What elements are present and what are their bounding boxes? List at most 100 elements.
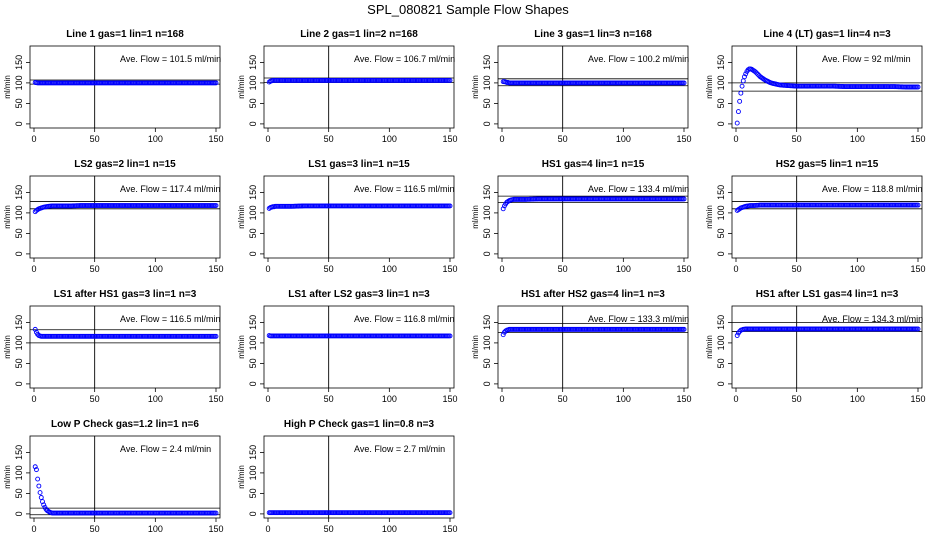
x-tick-label: 0 xyxy=(265,134,270,144)
data-point xyxy=(213,203,219,208)
x-tick-label: 150 xyxy=(910,394,925,404)
data-points xyxy=(266,333,453,339)
panel-9: LS1 after HS1 gas=3 lin=1 n=3 0 50 100 150 0 5… xyxy=(3,289,224,404)
panel-title: HS1 gas=4 lin=1 n=15 xyxy=(542,159,645,170)
panel-title: LS1 gas=3 lin=1 n=15 xyxy=(308,159,410,170)
y-axis-label: ml/min xyxy=(705,335,714,359)
y-tick-label: 0 xyxy=(14,381,24,386)
y-tick-label: 50 xyxy=(716,228,726,238)
y-tick-label: 0 xyxy=(716,121,726,126)
x-tick-label: 50 xyxy=(90,524,100,534)
data-point xyxy=(755,71,761,77)
average-flow-annotation: Ave. Flow = 100.2 ml/min xyxy=(588,54,689,64)
x-tick-label: 0 xyxy=(733,264,738,274)
y-tick-label: 0 xyxy=(14,511,24,516)
panel-title: Line 4 (LT) gas=1 lin=4 n=3 xyxy=(763,29,891,40)
x-tick-label: 0 xyxy=(265,394,270,404)
data-point xyxy=(681,80,687,86)
y-axis-label: ml/min xyxy=(705,205,714,229)
y-tick-label: 50 xyxy=(14,358,24,368)
y-tick-label: 0 xyxy=(716,381,726,386)
data-point xyxy=(500,332,506,338)
x-tick-label: 50 xyxy=(558,134,568,144)
panel-11: HS1 after HS2 gas=4 lin=1 n=3 0 50 100 150 0 5… xyxy=(471,289,692,404)
x-tick-label: 0 xyxy=(499,394,504,404)
data-point xyxy=(739,83,745,89)
average-flow-annotation: Ave. Flow = 133.4 ml/min xyxy=(588,184,689,194)
y-tick-label: 100 xyxy=(482,335,492,350)
x-tick-label: 150 xyxy=(208,264,223,274)
data-point xyxy=(213,510,219,516)
y-tick-label: 100 xyxy=(716,205,726,220)
x-tick-label: 50 xyxy=(558,264,568,274)
plot-frame xyxy=(731,305,923,389)
x-tick-label: 100 xyxy=(850,134,865,144)
y-tick-label: 100 xyxy=(14,335,24,350)
panel-3: Line 3 gas=1 lin=3 n=168 0 50 100 150 0 50 100 1… xyxy=(471,29,692,144)
y-axis-label: ml/min xyxy=(705,75,714,99)
x-tick-label: 0 xyxy=(733,394,738,404)
panel-title: High P Check gas=1 lin=0.8 n=3 xyxy=(284,419,435,430)
x-tick-label: 150 xyxy=(676,264,691,274)
y-tick-label: 100 xyxy=(248,465,258,480)
x-tick-label: 150 xyxy=(442,264,457,274)
panel-5: LS2 gas=2 lin=1 n=150 50 100 150050100150ml… xyxy=(3,159,224,274)
y-axis-label: ml/min xyxy=(3,465,12,489)
panel-12: HS1 after LS1 gas=4 lin=1 n=3 0 50 100 150 0 5… xyxy=(705,289,926,404)
average-flow-annotation: Ave. Flow = 2.4 ml/min xyxy=(120,444,211,454)
y-tick-label: 150 xyxy=(482,185,492,200)
data-point xyxy=(915,84,921,90)
x-tick-label: 50 xyxy=(792,134,802,144)
panel-title: Line 1 gas=1 lin=1 n=168 xyxy=(66,29,184,40)
x-tick-label: 100 xyxy=(148,264,163,274)
plot-frame xyxy=(29,175,221,259)
plot-frame xyxy=(29,305,221,389)
x-tick-label: 0 xyxy=(733,134,738,144)
average-flow-annotation: Ave. Flow = 134.3 ml/min xyxy=(822,314,923,324)
data-points xyxy=(32,326,219,339)
plot-frame xyxy=(263,435,455,519)
plot-frame xyxy=(29,435,221,519)
average-flow-annotation: Ave. Flow = 118.8 ml/min xyxy=(822,184,922,194)
data-point xyxy=(32,464,38,470)
y-axis-label: ml/min xyxy=(3,75,12,99)
x-tick-label: 150 xyxy=(208,524,223,534)
panel-7: HS1 gas=4 lin=1 n=150 50 100 150050100150ml… xyxy=(471,159,692,274)
y-tick-label: 0 xyxy=(248,511,258,516)
y-axis-label: ml/min xyxy=(3,205,12,229)
y-axis-label: ml/min xyxy=(3,335,12,359)
data-point xyxy=(734,333,740,338)
y-tick-label: 0 xyxy=(248,381,258,386)
y-tick-label: 50 xyxy=(248,228,258,238)
x-tick-label: 100 xyxy=(148,134,163,144)
y-tick-label: 0 xyxy=(14,121,24,126)
y-tick-label: 150 xyxy=(716,185,726,200)
average-flow-annotation: Ave. Flow = 116.8 ml/min xyxy=(354,314,454,324)
y-tick-label: 50 xyxy=(482,358,492,368)
y-tick-label: 50 xyxy=(482,228,492,238)
panel-6: LS1 gas=3 lin=1 n=150 50 100 150050100150ml… xyxy=(237,159,458,274)
data-point xyxy=(447,510,453,516)
y-axis-label: ml/min xyxy=(471,335,480,359)
y-tick-label: 100 xyxy=(14,75,24,90)
plot-frame xyxy=(731,45,923,129)
y-axis-label: ml/min xyxy=(471,205,480,229)
data-point xyxy=(33,467,39,473)
y-tick-label: 50 xyxy=(248,98,258,108)
x-tick-label: 50 xyxy=(90,134,100,144)
x-tick-label: 50 xyxy=(792,264,802,274)
x-tick-label: 50 xyxy=(324,524,334,534)
x-tick-label: 0 xyxy=(31,134,36,144)
plot-frame xyxy=(497,175,689,259)
x-tick-label: 50 xyxy=(324,264,334,274)
panel-1: Line 1 gas=1 lin=1 n=168 0 50 100 150 0 50 100 1… xyxy=(3,29,224,144)
average-flow-annotation: Ave. Flow = 133.3 ml/min xyxy=(588,314,689,324)
average-flow-annotation: Ave. Flow = 116.5 ml/min xyxy=(354,184,454,194)
y-axis-label: ml/min xyxy=(237,465,246,489)
y-tick-label: 150 xyxy=(248,315,258,330)
panel-title: Line 3 gas=1 lin=3 n=168 xyxy=(534,29,652,40)
y-tick-label: 100 xyxy=(14,465,24,480)
data-point xyxy=(41,502,47,508)
x-tick-label: 100 xyxy=(382,394,397,404)
